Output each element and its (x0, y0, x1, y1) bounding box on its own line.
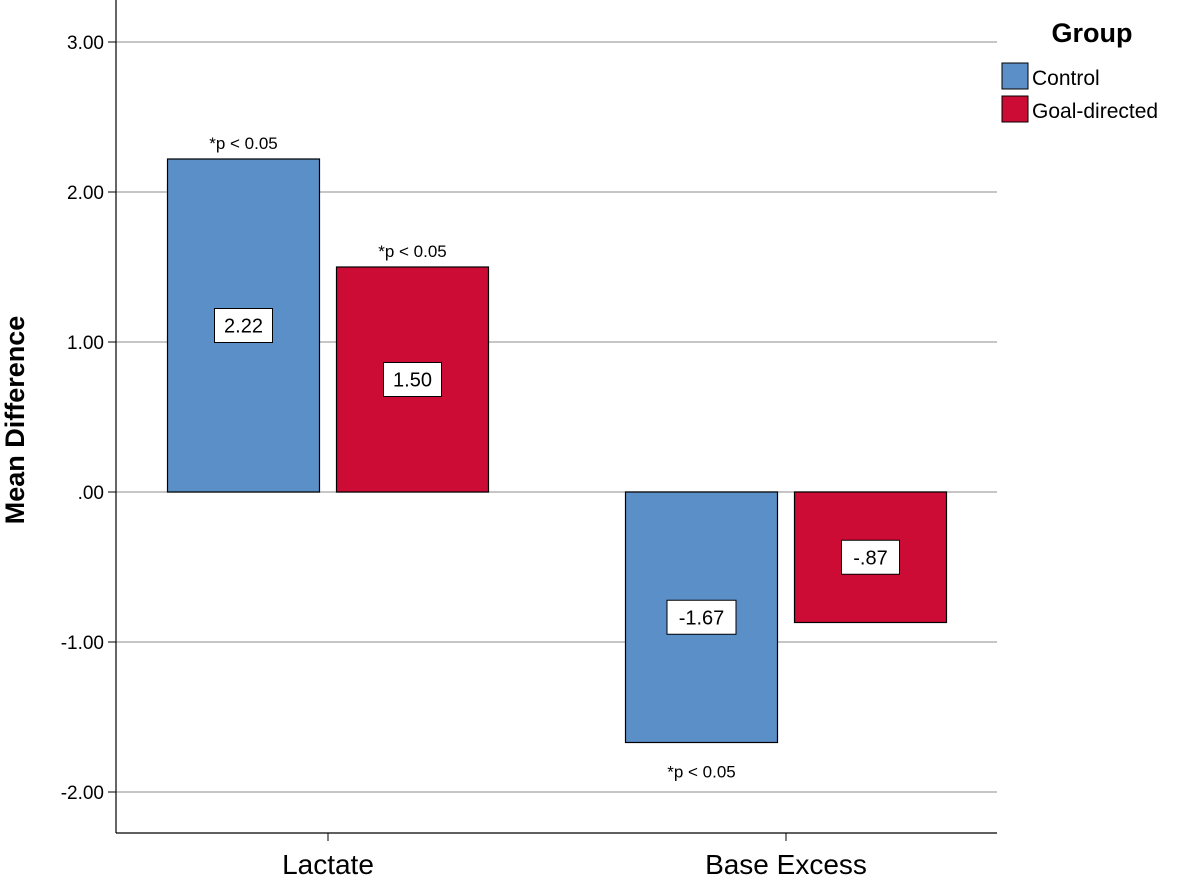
value-label-box (841, 539, 900, 575)
y-tick-label: -1.00 (61, 633, 104, 654)
x-tick-label: Lactate (282, 849, 374, 876)
data-labels: 2.22 1.50 -1.67 -.87 *p < 0.05 *p < 0.05 *p < … (209, 134, 900, 782)
value-label: -1.67 (679, 607, 725, 629)
legend-swatch (1001, 95, 1029, 123)
significance-annotation: *p < 0.05 (209, 134, 278, 153)
y-tick-label: 1.00 (67, 333, 104, 354)
legend: Group Control Goal-directed (1001, 18, 1158, 123)
value-label: 1.50 (393, 370, 432, 392)
y-tick-label: -2.00 (61, 783, 104, 804)
value-label: 2.22 (224, 316, 263, 338)
x-tick-label: Base Excess (705, 849, 867, 876)
significance-annotation: *p < 0.05 (378, 242, 447, 261)
y-tick-label: 2.00 (67, 183, 104, 204)
axes: 3.00 2.00 1.00 .00 -1.00 -2.00 Mean Difference… (0, 0, 997, 876)
value-label: -.87 (853, 547, 887, 569)
legend-label: Goal-directed (1032, 100, 1158, 123)
legend-title: Group (1052, 18, 1133, 48)
y-tick-label: 3.00 (67, 33, 104, 54)
y-tick-label: .00 (78, 483, 104, 504)
bars (166, 158, 948, 744)
value-label-box (666, 599, 737, 635)
value-label-box (214, 308, 273, 343)
legend-label: Control (1032, 67, 1100, 90)
value-label-box (383, 362, 442, 397)
legend-swatch (1001, 62, 1029, 90)
y-axis-label: Mean Difference (0, 316, 30, 525)
significance-annotation: *p < 0.05 (667, 763, 736, 782)
